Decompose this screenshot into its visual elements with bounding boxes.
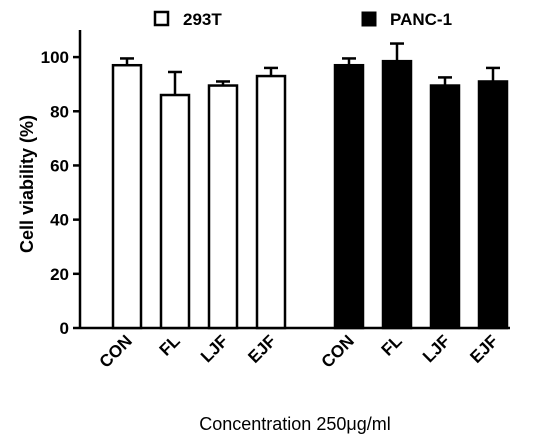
bar-panc-1-con (333, 63, 365, 330)
y-tick-label: 40 (50, 211, 69, 230)
legend-label-293t: 293T (183, 10, 222, 29)
chart-legend: 293T PANC-1 (153, 10, 452, 29)
bar-293t-ejf (255, 74, 287, 330)
chart-bars (111, 59, 509, 330)
x-category-label-panc-1-ljf: LJF (419, 331, 454, 366)
chart-error-bars (120, 42, 500, 96)
chart-x-categories: CON FL LJF EJF CON FL LJF EJF (96, 331, 502, 371)
x-category-label-293t-ljf: LJF (197, 331, 232, 366)
x-category-label-293t-ejf: EJF (244, 331, 279, 366)
bar-panc-1-ljf (429, 84, 461, 330)
x-category-label-panc-1-con: CON (318, 331, 358, 371)
bar-panc-1-ejf (477, 80, 509, 330)
y-tick-label: 80 (50, 102, 69, 121)
x-category-label-293t-con: CON (96, 331, 136, 371)
x-category-label-293t-fl: FL (156, 331, 184, 359)
bar-293t-fl (159, 93, 191, 330)
legend-swatch-293t (153, 10, 170, 27)
y-tick-label: 0 (60, 319, 69, 338)
chart-y-ticks: 0 20 40 60 80 100 (41, 48, 80, 338)
x-category-label-panc-1-fl: FL (378, 331, 406, 359)
y-axis-title: Cell viability (%) (17, 115, 37, 253)
y-tick-label: 20 (50, 265, 69, 284)
bar-panc-1-fl (381, 59, 413, 330)
legend-label-panc-1: PANC-1 (390, 10, 452, 29)
bar-293t-ljf (207, 84, 239, 330)
legend-swatch-panc-1 (361, 11, 377, 27)
x-axis-title: Concentration 250μg/ml (199, 414, 390, 434)
y-tick-label: 60 (50, 156, 69, 175)
x-category-label-panc-1-ejf: EJF (466, 331, 501, 366)
y-tick-label: 100 (41, 48, 69, 67)
bar-293t-con (111, 63, 143, 330)
